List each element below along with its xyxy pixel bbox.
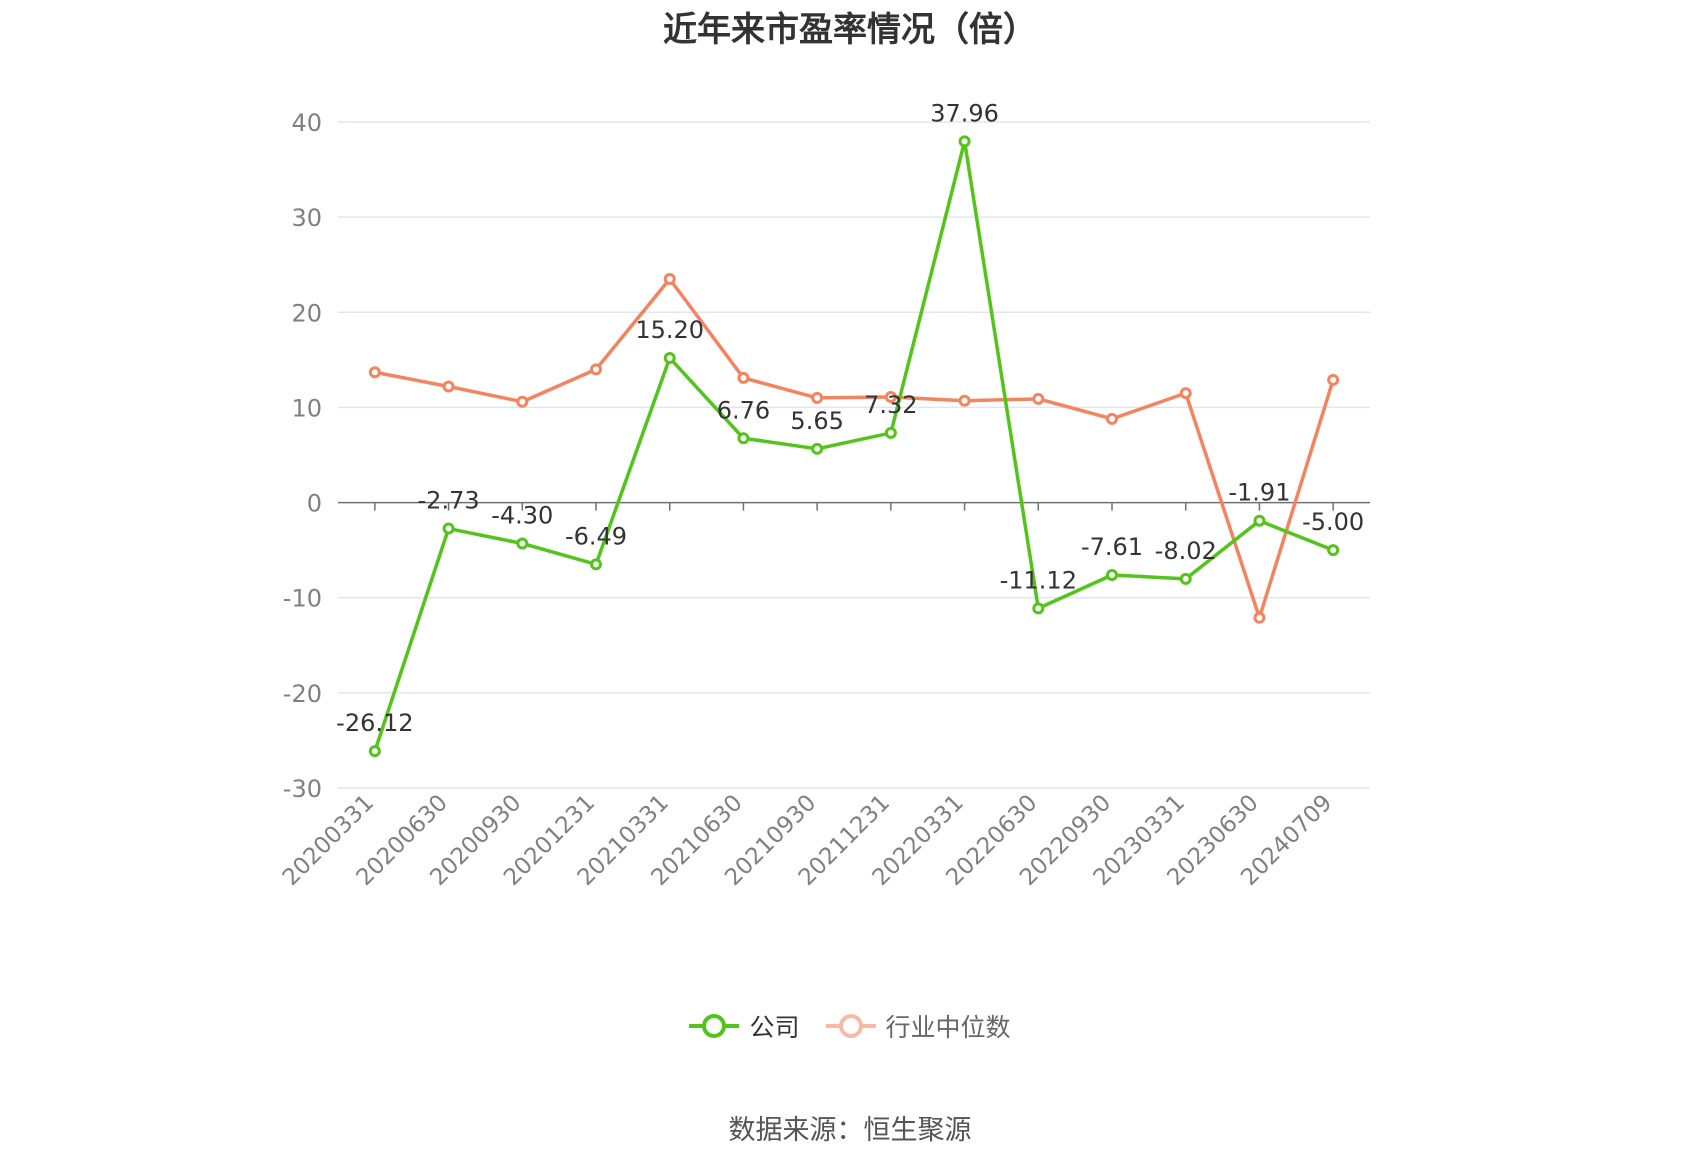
industry-point (1179, 387, 1192, 400)
company-point (737, 432, 750, 445)
chart-legend: 公司 行业中位数 (0, 1008, 1700, 1044)
company-point (663, 351, 676, 364)
chart-title: 近年来市盈率情况（倍） (663, 10, 1037, 50)
company-data-label: -5.00 (1302, 508, 1364, 536)
y-tick-label: -30 (283, 775, 322, 803)
company-data-label: -26.12 (336, 709, 413, 737)
company-point (1253, 514, 1266, 527)
company-data-label: -1.91 (1228, 479, 1290, 507)
y-tick-label: 40 (291, 109, 322, 137)
y-tick-label: -20 (283, 680, 322, 708)
company-data-label: -4.30 (491, 501, 553, 529)
industry-point (368, 366, 381, 379)
industry-point (737, 371, 750, 384)
company-point (516, 537, 529, 550)
industry-point (516, 395, 529, 408)
legend-company-marker-icon (689, 1014, 740, 1038)
company-data-label: 15.20 (635, 316, 704, 344)
company-series (368, 135, 1340, 758)
legend-item-company[interactable]: 公司 (689, 1008, 800, 1044)
company-data-label: -6.49 (565, 522, 627, 550)
company-line (373, 139, 1334, 752)
industry-point (958, 394, 971, 407)
data-label-layer: -26.12 -2.73 -4.30 -6.49 15.20 6.76 5.65 7.32 37… (336, 99, 1364, 737)
company-point (442, 522, 455, 535)
y-tick-label: 30 (291, 204, 322, 232)
data-source-note: 数据来源：恒生聚源 (728, 1115, 972, 1146)
industry-point (663, 272, 676, 285)
y-tick-label: 0 (307, 490, 322, 518)
company-point (590, 558, 602, 571)
company-data-label: -11.12 (1000, 566, 1077, 594)
legend-item-industry[interactable]: 行业中位数 (825, 1008, 1011, 1044)
legend-label-company: 公司 (749, 1013, 800, 1042)
company-data-label: 5.65 (790, 407, 843, 435)
industry-point (1327, 373, 1340, 386)
company-point (1179, 572, 1192, 585)
y-tick-label: 20 (291, 299, 322, 327)
legend-label-industry: 行业中位数 (885, 1013, 1011, 1042)
industry-line (374, 277, 1335, 620)
company-point (958, 135, 971, 148)
industry-point (1106, 412, 1118, 425)
company-point (884, 426, 897, 439)
company-point (1032, 602, 1045, 615)
company-data-label: 6.76 (717, 396, 770, 424)
industry-point (590, 363, 602, 376)
industry-point (1032, 392, 1045, 405)
legend-industry-marker-icon (825, 1014, 876, 1038)
industry-series (368, 272, 1340, 624)
company-point (368, 745, 381, 758)
industry-point (811, 391, 824, 404)
company-data-label: 37.96 (930, 99, 999, 127)
company-data-label: -7.61 (1081, 533, 1143, 561)
grid-layer (338, 121, 1370, 789)
company-data-label: 7.32 (864, 391, 917, 419)
company-point (811, 442, 824, 455)
company-data-label: -8.02 (1155, 537, 1217, 565)
industry-point (1253, 611, 1266, 624)
y-tick-label: -10 (283, 585, 322, 613)
company-point (1106, 568, 1118, 581)
pe-ratio-line-chart: 403020100-10-20-302020033120200630202009… (278, 99, 1370, 891)
company-data-label: -2.73 (418, 487, 480, 515)
industry-point (884, 390, 897, 403)
industry-point (442, 380, 455, 393)
y-tick-label: 10 (291, 394, 322, 422)
company-point (1327, 544, 1340, 557)
